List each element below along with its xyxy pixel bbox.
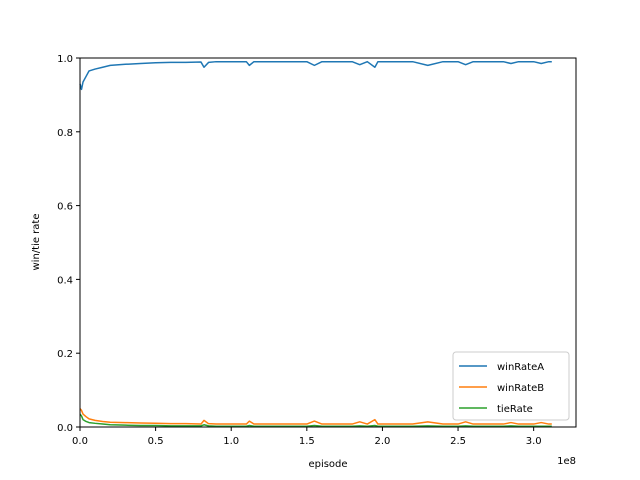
legend-label-tieRate: tieRate [497,404,533,415]
y-tick-label: 0.2 [57,349,73,360]
x-axis-ticks: 0.0 0.5 1.0 1.5 2.0 2.5 3.0 [72,427,542,447]
y-axis-ticks: 0.0 0.2 0.4 0.6 0.8 1.0 [57,54,80,434]
x-tick-label: 0.5 [148,436,164,447]
series-layer [79,60,552,428]
x-tick-label: 1.5 [299,436,315,447]
y-tick-label: 0.0 [57,423,73,434]
x-tick-label: 1.0 [223,436,239,447]
x-tick-label: 2.0 [374,436,390,447]
plot-frame [79,57,577,428]
y-tick-label: 0.6 [57,202,73,213]
x-offset-label: 1e8 [557,456,576,467]
series-line-tieRate [79,413,552,428]
x-axis-label: episode [308,459,347,470]
series-line-winRateB [79,408,552,425]
y-tick-label: 0.8 [57,128,73,139]
series-line-winRateA [79,60,552,91]
legend: winRateA winRateB tieRate [452,351,570,421]
x-tick-label: 3.0 [526,436,542,447]
x-tick-label: 2.5 [450,436,466,447]
y-axis-label: win/tie rate [31,213,42,270]
y-tick-label: 1.0 [57,54,73,65]
y-tick-label: 0.4 [57,275,73,286]
legend-frame [452,351,570,421]
x-tick-label: 0.0 [72,436,88,447]
legend-label-winRateA: winRateA [497,362,544,373]
legend-label-winRateB: winRateB [497,383,544,394]
